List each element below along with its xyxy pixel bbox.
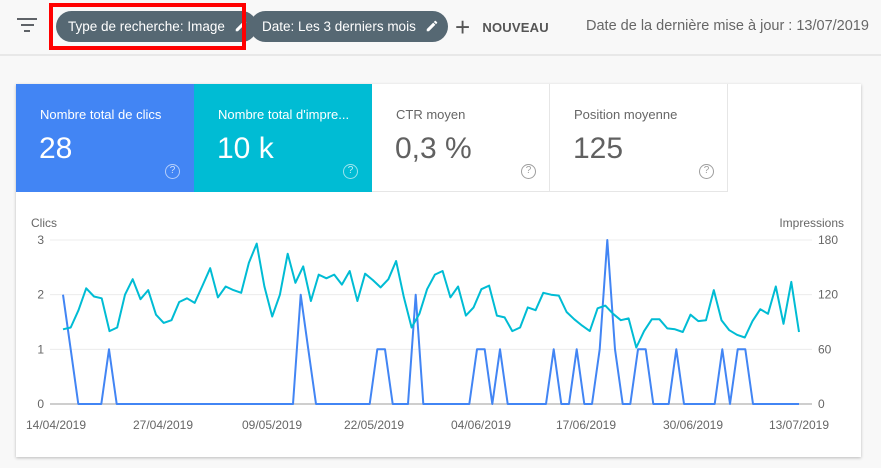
help-icon[interactable]: ? (521, 164, 536, 179)
date-filter-chip[interactable]: Date: Les 3 derniers mois (250, 11, 448, 42)
metric-value: 10 k (217, 132, 274, 165)
pencil-icon[interactable] (425, 19, 439, 33)
metric-label: Nombre total de clics (40, 107, 162, 122)
chip-label: Date: Les 3 derniers mois (262, 19, 416, 34)
metric-label: Position moyenne (574, 107, 678, 122)
chip-label: Type de recherche: Image (68, 19, 225, 34)
new-filter-button[interactable]: + NOUVEAU (455, 14, 549, 40)
metric-card-position[interactable]: Position moyenne 125 ? (550, 84, 728, 192)
help-icon[interactable]: ? (343, 164, 358, 179)
filter-list-icon[interactable] (17, 18, 37, 34)
metric-card-impressions[interactable]: Nombre total d'impre... 10 k ? (194, 84, 372, 192)
new-label: NOUVEAU (482, 19, 549, 35)
metric-value: 0,3 % (395, 132, 472, 165)
metric-label: Nombre total d'impre... (218, 107, 350, 122)
search-type-filter-chip[interactable]: Type de recherche: Image (56, 11, 257, 42)
last-update-text: Date de la dernière mise à jour : 13/07/… (586, 18, 869, 34)
help-icon[interactable]: ? (165, 164, 180, 179)
performance-panel: Nombre total de clics 28 ? Nombre total … (16, 84, 861, 457)
plus-icon: + (455, 12, 471, 42)
help-icon[interactable]: ? (699, 164, 714, 179)
pencil-icon[interactable] (234, 19, 248, 33)
metric-label: CTR moyen (396, 107, 466, 122)
metric-value: 28 (39, 132, 73, 165)
metric-card-clicks[interactable]: Nombre total de clics 28 ? (16, 84, 194, 192)
metric-value: 125 (573, 132, 624, 165)
metric-card-ctr[interactable]: CTR moyen 0,3 % ? (372, 84, 550, 192)
top-toolbar: Type de recherche: Image Date: Les 3 der… (0, 0, 881, 56)
